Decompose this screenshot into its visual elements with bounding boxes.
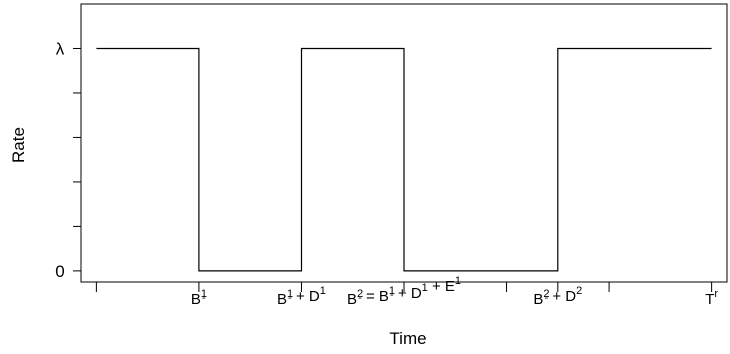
rate-series-line-0 xyxy=(96,47,712,272)
y-tick-label: λ xyxy=(56,39,65,58)
y-axis: λ0 xyxy=(55,39,81,281)
y-axis-label: Rate xyxy=(9,127,28,163)
x-axis-label: Time xyxy=(389,329,426,348)
x-tick-label: Tr xyxy=(705,288,718,308)
x-axis: B1- B1- + D1 B2- = B1- + D1 + E1 B2- + D2 Tr xyxy=(95,275,718,308)
series-layer xyxy=(96,47,712,272)
x-tick-label: B2- = B1- + D1 + E1 xyxy=(347,275,461,308)
y-tick-label: 0 xyxy=(55,262,64,281)
x-tick-label: B2- + D2 xyxy=(533,285,582,308)
x-tick-label: B1- + D1 xyxy=(277,285,326,308)
x-tick-label: B1- xyxy=(191,288,207,308)
